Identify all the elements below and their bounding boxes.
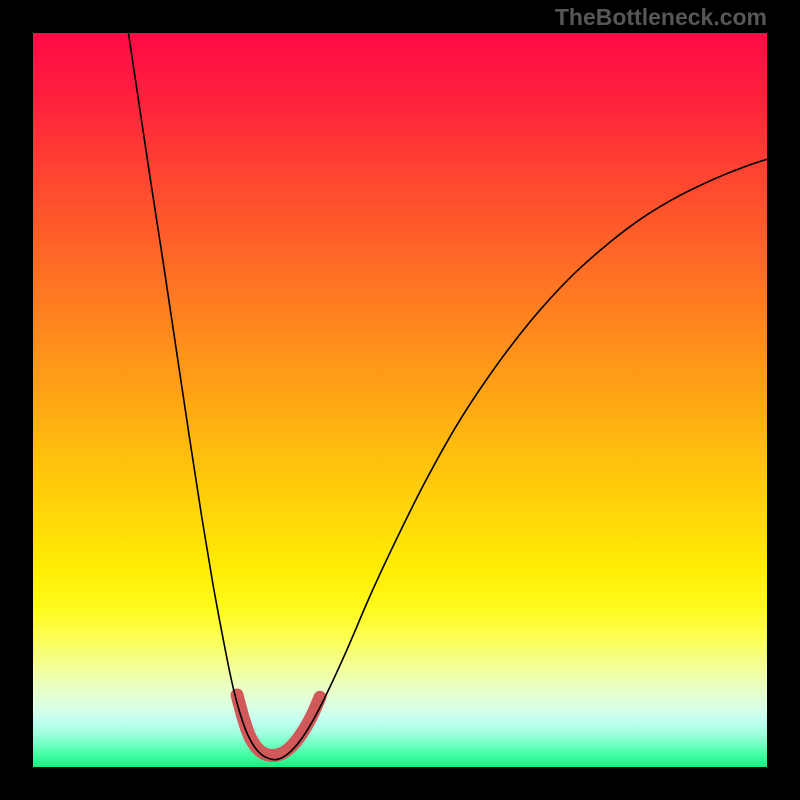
watermark-text: TheBottleneck.com xyxy=(555,4,767,31)
chart-svg xyxy=(0,0,800,800)
plot-area xyxy=(33,33,767,767)
chart-frame: TheBottleneck.com xyxy=(0,0,800,800)
